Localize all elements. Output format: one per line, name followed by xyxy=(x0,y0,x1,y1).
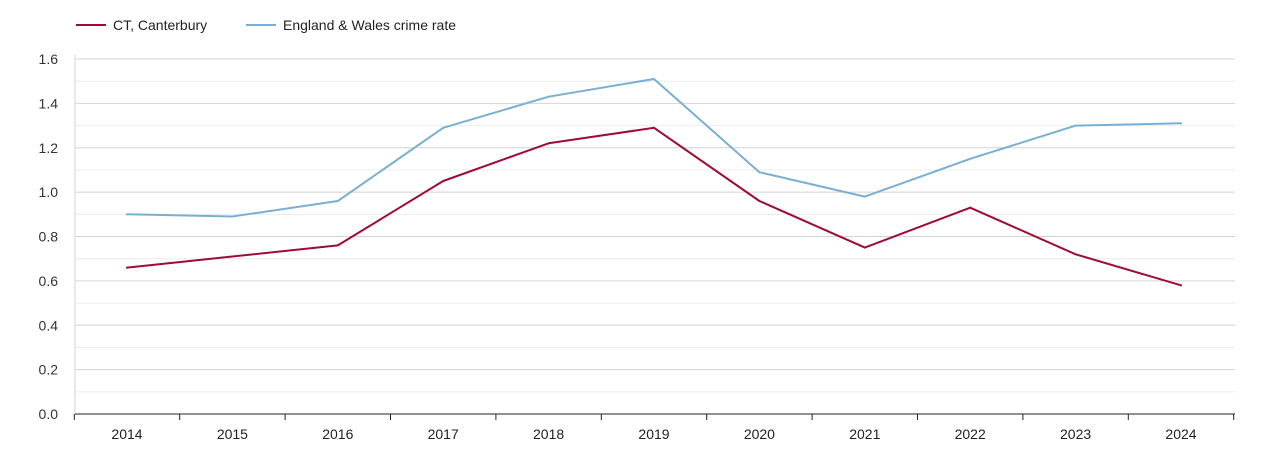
y-tick-label: 0.4 xyxy=(39,317,59,333)
data-point xyxy=(758,171,761,174)
x-tick-label: 2014 xyxy=(111,426,142,442)
y-tick-label: 1.0 xyxy=(39,184,59,200)
y-tick-label: 0.8 xyxy=(39,229,59,245)
data-point xyxy=(547,142,550,145)
x-tick-label: 2023 xyxy=(1060,426,1091,442)
legend-item[interactable]: England & Wales crime rate xyxy=(246,17,456,33)
x-tick-label: 2018 xyxy=(533,426,564,442)
y-tick-label: 0.6 xyxy=(39,273,59,289)
data-point xyxy=(231,255,234,258)
data-point xyxy=(231,215,234,218)
grid-lines xyxy=(75,58,1235,393)
legend-label: CT, Canterbury xyxy=(113,17,207,33)
data-point xyxy=(442,180,445,183)
y-axis: 0.0 0.2 0.4 0.6 0.8 1.0 1.2 1.4 1.6 xyxy=(39,51,76,422)
data-point xyxy=(1180,284,1182,287)
data-point xyxy=(1074,253,1077,256)
x-tick-label: 2021 xyxy=(849,426,880,442)
x-tick-label: 2017 xyxy=(428,426,459,442)
legend-label: England & Wales crime rate xyxy=(283,17,456,33)
y-tick-label: 1.4 xyxy=(39,95,59,111)
x-tick-label: 2019 xyxy=(638,426,669,442)
data-point xyxy=(547,95,550,98)
x-tick-label: 2015 xyxy=(217,426,248,442)
legend-item[interactable]: CT, Canterbury xyxy=(76,17,207,33)
x-axis: 2014 2015 2016 2017 2018 2019 2020 2021 2022 2023… xyxy=(73,413,1235,442)
data-point xyxy=(863,246,866,249)
data-point xyxy=(336,200,339,202)
y-tick-label: 0.0 xyxy=(39,406,59,422)
data-point xyxy=(1074,124,1077,127)
data-point xyxy=(969,206,972,209)
x-tick-label: 2016 xyxy=(322,426,353,442)
series-line-0 xyxy=(126,126,1182,287)
data-point xyxy=(758,200,761,202)
x-tick-label: 2022 xyxy=(955,426,986,442)
data-point xyxy=(126,266,128,269)
x-tick-label: 2020 xyxy=(744,426,775,442)
y-tick-label: 0.2 xyxy=(39,362,59,378)
y-tick-label: 1.2 xyxy=(39,140,59,156)
data-point xyxy=(653,126,655,129)
data-point xyxy=(1180,122,1182,125)
data-point xyxy=(336,244,339,247)
x-tick-label: 2024 xyxy=(1165,426,1196,442)
data-point xyxy=(442,126,445,129)
y-tick-label: 1.6 xyxy=(39,51,59,67)
series-lines xyxy=(126,77,1182,287)
data-point xyxy=(969,157,972,160)
legend: CT, Canterbury England & Wales crime rate xyxy=(76,17,456,33)
data-point xyxy=(126,213,128,216)
data-point xyxy=(653,77,655,80)
data-point xyxy=(863,195,866,198)
